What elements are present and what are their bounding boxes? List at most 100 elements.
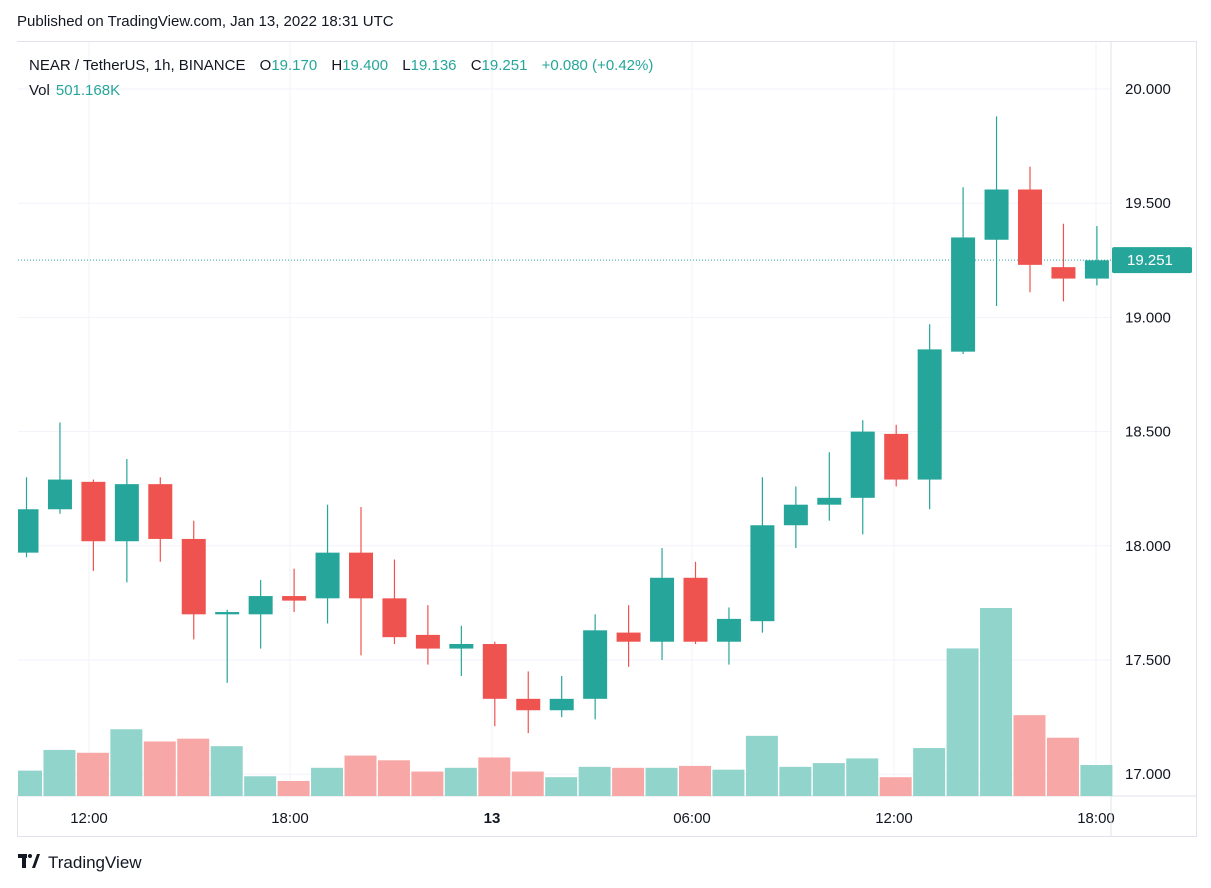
volume-bar <box>879 777 912 796</box>
symbol-label[interactable]: NEAR / TetherUS, 1h, BINANCE <box>29 57 246 74</box>
volume-bar <box>344 755 377 796</box>
close-value: 19.251 <box>481 57 528 74</box>
volume-bar <box>578 766 611 796</box>
volume-bar <box>511 771 544 796</box>
change-value: +0.080 (+0.42%) <box>541 57 654 74</box>
y-tick-label: 19.500 <box>1125 195 1171 212</box>
candle-body <box>783 504 808 526</box>
volume-bar <box>76 752 109 796</box>
x-tick-label: 12:00 <box>70 810 108 827</box>
candle-body <box>650 577 675 642</box>
candle-body <box>181 538 206 615</box>
y-tick-label: 17.500 <box>1125 652 1171 669</box>
volume-bar <box>43 749 76 796</box>
candle-body <box>81 481 106 542</box>
x-tick-label: 18:00 <box>1077 810 1115 827</box>
candle-body <box>14 509 39 553</box>
volume-bar <box>110 729 143 796</box>
tradingview-logo-icon <box>18 853 40 873</box>
y-tick-label: 20.000 <box>1125 81 1171 98</box>
low-value: 19.136 <box>410 57 457 74</box>
volume-bar <box>411 771 444 796</box>
candle-body <box>917 349 942 480</box>
candle-body <box>315 552 340 599</box>
candle-body <box>282 596 307 601</box>
candle-body <box>148 484 173 539</box>
high-value: 19.400 <box>342 57 389 74</box>
volume-label: Vol <box>29 82 50 99</box>
candle-body <box>248 596 273 615</box>
volume-bar <box>1046 737 1079 796</box>
x-tick-label: 18:00 <box>271 810 309 827</box>
volume-bar <box>210 746 243 796</box>
volume-bar <box>377 760 410 796</box>
candle-body <box>516 698 541 711</box>
high-label: H <box>331 57 343 74</box>
candle-body <box>750 525 775 622</box>
volume-bar <box>745 735 778 796</box>
candle-body <box>951 237 976 352</box>
volume-bar <box>812 763 845 796</box>
y-tick-label: 18.500 <box>1125 424 1171 441</box>
open-value: 19.170 <box>271 57 318 74</box>
candle-body <box>984 189 1009 240</box>
volume-value: 501.168K <box>55 82 121 99</box>
low-label: L <box>402 57 411 74</box>
candle-body <box>817 497 842 505</box>
volume-bar <box>177 738 210 796</box>
ohlc-legend: NEAR / TetherUS, 1h, BINANCE O19.170 H19… <box>29 57 653 74</box>
close-label: C <box>470 57 482 74</box>
volume-bar <box>612 767 645 796</box>
x-tick-label: 06:00 <box>673 810 711 827</box>
y-tick-label: 17.000 <box>1125 766 1171 783</box>
footer[interactable]: TradingView <box>18 853 142 873</box>
candle-body <box>616 632 641 642</box>
candle-body <box>683 577 708 642</box>
last-price-tag <box>1112 247 1192 274</box>
footer-brand[interactable]: TradingView <box>48 853 142 872</box>
candle-body <box>549 698 574 711</box>
volume-bar <box>913 748 946 796</box>
candle-body <box>1018 189 1042 265</box>
volume-bar <box>143 741 176 796</box>
volume-bar <box>478 757 511 796</box>
candle-body <box>114 484 139 542</box>
last-price-label: 19.251 <box>1127 252 1173 269</box>
open-label: O <box>259 57 272 74</box>
candle-body <box>215 612 240 615</box>
candle-body <box>850 431 875 498</box>
volume-bar <box>444 767 477 796</box>
volume-bar <box>946 648 979 796</box>
volume-bar <box>545 777 578 796</box>
candle-body <box>482 644 507 699</box>
y-tick-label: 18.000 <box>1125 538 1171 555</box>
candle-body <box>47 479 72 510</box>
volume-bar <box>311 767 344 796</box>
candle-body <box>1084 260 1109 279</box>
volume-bar <box>645 767 678 796</box>
volume-bar <box>980 608 1013 796</box>
left-mask <box>0 42 18 796</box>
candle-body <box>884 433 909 480</box>
candle-body <box>583 630 608 699</box>
volume-bar <box>846 758 879 796</box>
volume-bar <box>1013 715 1046 796</box>
candle-body <box>415 634 440 649</box>
candle-body <box>1051 267 1076 279</box>
candle-body <box>382 598 407 638</box>
volume-bar <box>277 780 310 796</box>
volume-legend: Vol 501.168K <box>29 82 120 99</box>
volume-bar <box>1080 764 1113 796</box>
volume-bar <box>679 765 711 796</box>
candle-body <box>716 618 741 642</box>
published-header: Published on TradingView.com, Jan 13, 20… <box>17 13 394 30</box>
volume-bar <box>779 766 812 796</box>
volume-bar <box>244 776 277 796</box>
candle-body <box>349 552 373 599</box>
x-tick-label: 12:00 <box>875 810 913 827</box>
x-tick-label: 13 <box>484 810 501 827</box>
y-tick-label: 19.000 <box>1125 309 1171 326</box>
candle-body <box>449 644 474 649</box>
volume-bar <box>712 769 745 796</box>
